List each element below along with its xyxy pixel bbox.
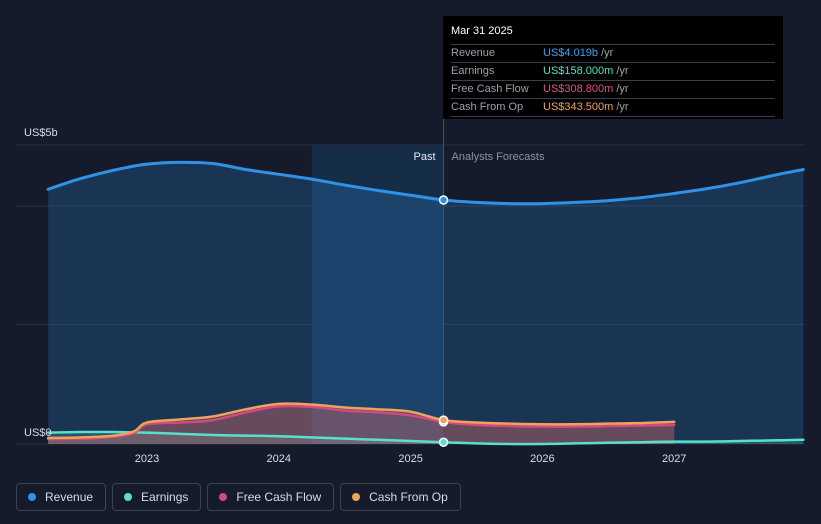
tooltip-label: Revenue [451, 47, 496, 59]
earnings-area [48, 431, 804, 445]
free-cash-flow-line [46, 404, 676, 441]
earnings-marker [438, 437, 449, 447]
y-axis-top-label: US$5b [24, 127, 58, 139]
tooltip-value: US$4.019b [543, 47, 599, 59]
cash-from-op-marker [438, 415, 449, 425]
tooltip-label: Cash From Op [451, 101, 524, 113]
tooltip-row-free-cash-flow: Free Cash Flow US$308.800m /yr [451, 81, 775, 99]
revenue-line [46, 160, 805, 206]
cash-from-op-line [46, 402, 676, 440]
earnings-dot-icon [124, 493, 133, 501]
tooltip-unit: /yr [616, 101, 629, 113]
chart-legend: Revenue Earnings Free Cash Flow Cash Fro… [16, 483, 461, 511]
tooltip-value: US$308.800m [543, 83, 614, 95]
legend-label: Earnings [141, 490, 189, 504]
legend-label: Cash From Op [369, 490, 448, 504]
cash-from-op-dot-icon [352, 493, 361, 501]
forecast-label: Analysts Forecasts [452, 151, 545, 163]
tooltip-unit: /yr [616, 83, 629, 95]
tooltip-label: Earnings [451, 65, 495, 77]
x-tick-label-2025: 2025 [398, 453, 422, 465]
past-label: Past [414, 151, 436, 163]
legend-label: Free Cash Flow [236, 490, 322, 504]
earnings-line [46, 430, 805, 446]
tooltip-unit: /yr [601, 47, 614, 59]
tooltip-panel: Mar 31 2025 Revenue US$4.019b /yr Earnin… [443, 16, 783, 119]
revenue-marker [438, 195, 449, 205]
tooltip-value: US$158.000m [543, 65, 614, 77]
tooltip-date: Mar 31 2025 [451, 24, 775, 45]
tooltip-row-revenue: Revenue US$4.019b /yr [451, 45, 775, 63]
x-tick-label-2024: 2024 [267, 453, 291, 465]
tooltip-unit: /yr [616, 65, 629, 77]
legend-item-revenue[interactable]: Revenue [16, 483, 107, 511]
x-tick-label-2027: 2027 [662, 453, 686, 465]
tooltip-row-earnings: Earnings US$158.000m /yr [451, 63, 775, 81]
past-highlight-band [311, 145, 444, 444]
legend-item-earnings[interactable]: Earnings [112, 483, 202, 511]
legend-item-free-cash-flow[interactable]: Free Cash Flow [207, 483, 335, 511]
free-cash-flow-dot-icon [219, 493, 228, 501]
x-tick-label-2023: 2023 [135, 453, 159, 465]
tooltip-label: Free Cash Flow [451, 83, 529, 95]
legend-label: Revenue [45, 490, 94, 504]
revenue-dot-icon [28, 493, 36, 501]
revenue-area [48, 162, 804, 445]
tooltip-row-cash-from-op: Cash From Op US$343.500m /yr [451, 99, 775, 117]
y-axis-bottom-label: US$0 [24, 427, 52, 439]
tooltip-value: US$343.500m [543, 101, 614, 113]
legend-item-cash-from-op[interactable]: Cash From Op [340, 483, 461, 511]
x-tick-label-2026: 2026 [530, 453, 554, 465]
